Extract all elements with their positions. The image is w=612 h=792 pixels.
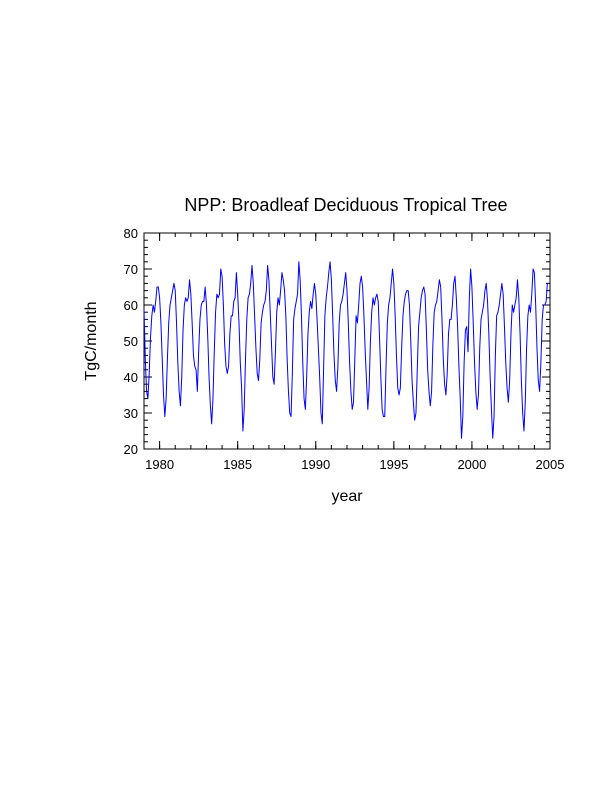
x-tick-label: 1985	[223, 457, 252, 472]
y-tick-label: 80	[124, 226, 138, 241]
x-tick-label: 1980	[145, 457, 174, 472]
x-axis-label: year	[331, 488, 363, 505]
y-tick-label: 70	[124, 262, 138, 277]
chart-title: NPP: Broadleaf Deciduous Tropical Tree	[184, 195, 507, 215]
x-tick-label: 2005	[536, 457, 565, 472]
y-tick-label: 50	[124, 334, 138, 349]
y-tick-label: 20	[124, 442, 138, 457]
y-tick-label: 60	[124, 298, 138, 313]
axis-tick-labels: 1980 1985 1990 1995 2000 2005 20 30 40 50 60 70 80	[124, 226, 565, 472]
y-tick-label: 30	[124, 406, 138, 421]
x-tick-label: 1995	[379, 457, 408, 472]
x-tick-label: 2000	[457, 457, 486, 472]
x-tick-label: 1990	[301, 457, 330, 472]
npp-series-line	[143, 261, 549, 439]
y-axis-label: TgC/month	[83, 301, 100, 380]
axis-ticks	[143, 232, 551, 450]
y-tick-label: 40	[124, 370, 138, 385]
